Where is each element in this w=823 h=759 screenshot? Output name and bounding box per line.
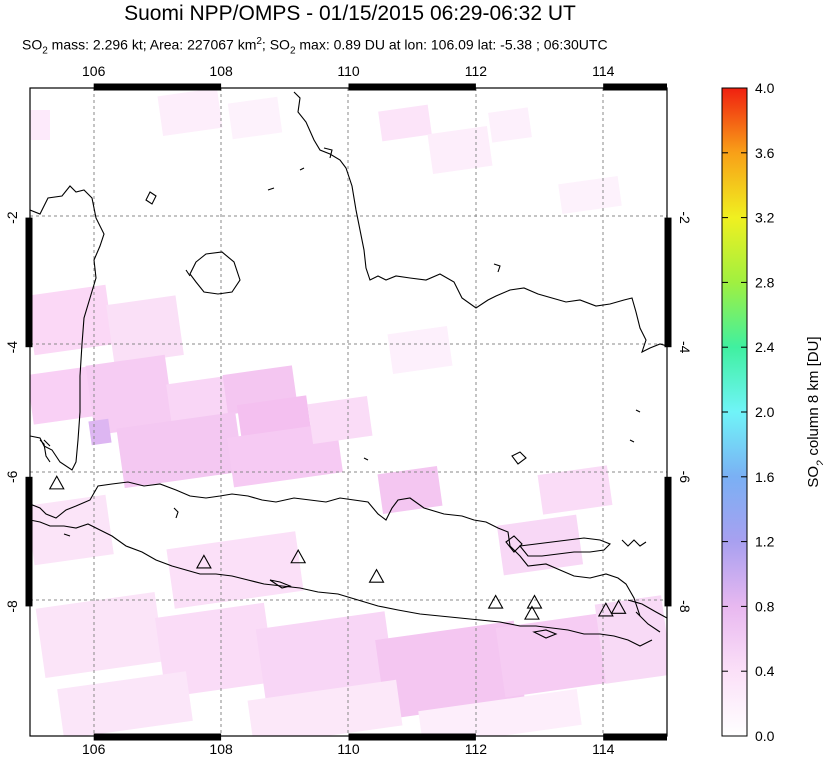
lat-tick-label: -4 [4, 341, 20, 354]
volcano-marker [597, 602, 614, 617]
volcano-marker [48, 475, 65, 490]
colorbar-tick-label: 2.0 [755, 404, 775, 420]
map-frame [25, 83, 672, 741]
frame-bar-bottom [348, 733, 476, 741]
volcano-marker [368, 568, 385, 583]
colorbar-tick-label: 0.0 [755, 728, 775, 744]
lon-tick-label: 114 [592, 63, 615, 79]
lon-tick-label: 106 [82, 63, 106, 79]
colorbar-tick-label: 4.0 [755, 80, 775, 96]
coastline-sumatra [30, 185, 105, 471]
lat-tick-label: -2 [677, 211, 693, 224]
lon-tick-label: 114 [592, 741, 615, 757]
colorbar-tick-label: 1.2 [755, 534, 775, 550]
coastline-java-north [30, 481, 641, 617]
volcano-marker [610, 599, 627, 614]
lon-tick-label: 110 [337, 741, 360, 757]
volcano-marker [290, 549, 307, 564]
volcano-markers [48, 475, 627, 620]
coastline-borneo [293, 91, 667, 354]
lat-tick-label: -4 [677, 341, 693, 354]
volcano-marker [487, 594, 504, 609]
lon-labels-top: 106 108 110 112 114 [82, 63, 615, 79]
frame-bar-left [25, 217, 33, 348]
frame-bar-top [348, 83, 476, 91]
lat-tick-label: -6 [4, 470, 20, 483]
lat-tick-label: -6 [677, 471, 693, 484]
lon-tick-label: 110 [337, 63, 360, 79]
frame-bar-bottom [603, 733, 667, 741]
lon-tick-label: 108 [209, 741, 233, 757]
coastline-bangka [145, 191, 157, 205]
colorbar-label: SO2 column 8 km [DU] [805, 336, 823, 487]
colorbar-tick-label: 0.4 [755, 663, 775, 679]
map-subtitle: SO2 mass: 2.296 kt; Area: 227067 km2; SO… [22, 36, 608, 57]
colorbar: 0.0 0.4 0.8 1.2 1.6 2.0 2.4 2.8 3.2 3.6 4.0 SO2 co… [721, 80, 823, 744]
lat-tick-label: -2 [4, 211, 20, 224]
lon-tick-label: 112 [465, 741, 488, 757]
lon-tick-label: 112 [465, 63, 488, 79]
frame-bar-top [93, 83, 222, 91]
lat-labels-left: -2 -4 -6 -8 [4, 211, 20, 612]
colorbar-tick-label: 3.2 [755, 210, 775, 226]
lat-tick-label: -8 [4, 600, 20, 613]
colorbar-tick-label: 0.8 [755, 598, 775, 614]
colorbar-tick-label: 2.4 [755, 339, 775, 355]
lon-labels-bottom: 106 108 110 112 114 [82, 741, 615, 757]
frame-bar-top [603, 83, 667, 91]
lon-tick-label: 108 [209, 63, 233, 79]
frame-bar-bottom [93, 733, 222, 741]
map-title: Suomi NPP/OMPS - 01/15/2015 06:29-06:32 … [124, 2, 576, 25]
colorbar-tick-label: 1.6 [755, 469, 775, 485]
lat-tick-label: -8 [677, 600, 693, 613]
so2-field [30, 88, 667, 736]
colorbar-tick-label: 3.6 [755, 145, 775, 161]
frame-bar-left [25, 476, 33, 607]
volcano-marker [195, 554, 212, 569]
colorbar-tick-label: 2.8 [755, 274, 775, 290]
grid-lines [30, 88, 667, 736]
lon-tick-label: 106 [82, 741, 106, 757]
coastline-bali [627, 599, 667, 619]
coastlines [30, 91, 667, 647]
coastline-madura [518, 537, 611, 557]
coastline-belitung [189, 251, 241, 295]
lat-labels-right: -2 -4 -6 -8 [677, 211, 693, 612]
volcano-marker [524, 605, 540, 620]
coastline-java-south [30, 519, 653, 647]
frame-bar-right [664, 476, 672, 607]
frame-bar-right [664, 217, 672, 348]
volcano-marker [526, 594, 543, 609]
